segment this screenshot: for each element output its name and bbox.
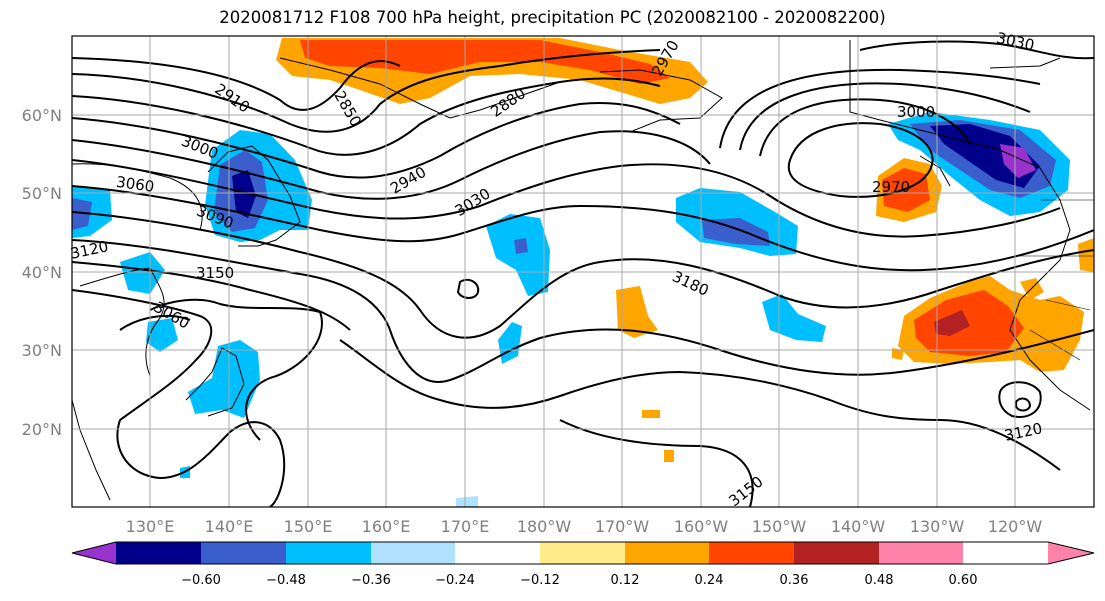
lat-label: 50°N — [22, 184, 62, 203]
lon-label: 150°E — [284, 517, 333, 536]
map-layers — [72, 36, 1094, 507]
precip-negative-philippines — [188, 340, 260, 418]
colorbar-cell — [201, 542, 286, 564]
precip-strong-north — [300, 40, 670, 84]
colorbar-cell — [371, 542, 455, 564]
colorbar-outline — [71, 541, 1095, 565]
latitude-labels: 60°N 50°N 40°N 30°N 20°N — [22, 106, 62, 439]
precip-positive-goa-core — [882, 168, 930, 212]
lon-label: 120°W — [988, 517, 1043, 536]
precip-positive-small-b — [664, 450, 674, 462]
lon-label: 160°W — [674, 517, 729, 536]
precip-negative-dateline-core — [514, 238, 528, 254]
colorbar-cells — [116, 542, 963, 564]
colorbar-tick: −0.60 — [181, 573, 221, 588]
lon-label: 130°E — [126, 517, 175, 536]
height-contours — [72, 40, 1094, 507]
longitude-labels: 130°E 140°E 150°E 160°E 170°E 180°W 170°… — [126, 517, 1043, 536]
colorbar-tick: −0.24 — [435, 573, 475, 588]
precip-negative-small-b — [456, 496, 478, 507]
colorbar-extend-low — [72, 542, 116, 564]
colorbar-extend-high — [1048, 542, 1094, 564]
lat-label: 60°N — [22, 106, 62, 125]
lat-label: 40°N — [22, 263, 62, 282]
colorbar-tick: 0.36 — [780, 573, 809, 588]
colorbar-cell — [116, 542, 201, 564]
colorbar-cell — [286, 542, 371, 564]
lon-label: 170°W — [595, 517, 650, 536]
contour-label: 3150 — [196, 264, 234, 282]
colorbar-cell — [540, 542, 625, 564]
colorbar-cell — [455, 542, 540, 564]
lon-label: 140°E — [205, 517, 254, 536]
lat-label: 30°N — [22, 341, 62, 360]
precip-negative-central-core — [702, 218, 770, 246]
lon-label: 150°W — [752, 517, 807, 536]
precip-positive-small-a — [642, 410, 660, 418]
gridlines — [72, 36, 1094, 507]
colorbar: −0.60 −0.48 −0.36 −0.24 −0.12 0.12 0.24 … — [71, 541, 1095, 588]
precip-positive-california-core — [914, 290, 1024, 356]
colorbar-tick: −0.36 — [351, 573, 391, 588]
lon-label: 130°W — [910, 517, 965, 536]
colorbar-ticks: −0.60 −0.48 −0.36 −0.24 −0.12 0.12 0.24 … — [181, 573, 977, 588]
colorbar-tick: −0.48 — [266, 573, 306, 588]
colorbar-tick: −0.12 — [520, 573, 560, 588]
precip-negative-japan-deep — [232, 170, 256, 218]
colorbar-cell — [794, 542, 879, 564]
precip-negative-alaska-max — [1000, 144, 1036, 178]
map-frame — [71, 35, 1095, 508]
precip-positive-nevada — [1020, 278, 1044, 300]
colorbar-cell — [625, 542, 709, 564]
precip-positive-california-max — [934, 310, 970, 336]
precip-negative-east — [762, 294, 826, 342]
precip-negative-dateline — [486, 214, 550, 296]
precip-negative-china — [120, 252, 165, 294]
precip-positive-subtropic — [616, 286, 658, 338]
precip-negative-west-core — [72, 198, 92, 230]
lon-label: 170°E — [441, 517, 490, 536]
precip-positive-small-c — [892, 348, 904, 360]
contour-label: 3000 — [897, 103, 935, 121]
lon-label: 180°W — [517, 517, 572, 536]
colorbar-tick: 0.60 — [949, 573, 978, 588]
contour-label: 3060 — [115, 173, 155, 196]
contour-label: 2970 — [872, 178, 910, 196]
lon-label: 140°W — [831, 517, 886, 536]
colorbar-tick: 0.24 — [695, 573, 724, 588]
borders — [849, 40, 1094, 361]
precip-positive-idaho — [1078, 238, 1094, 272]
colorbar-cell — [879, 542, 963, 564]
lat-label: 20°N — [22, 420, 62, 439]
colorbar-cell — [709, 542, 794, 564]
colorbar-tick: 0.48 — [865, 573, 894, 588]
map-title: 2020081712 F108 700 hPa height, precipit… — [219, 8, 886, 27]
lon-label: 160°E — [362, 517, 411, 536]
colorbar-tick: 0.12 — [611, 573, 640, 588]
